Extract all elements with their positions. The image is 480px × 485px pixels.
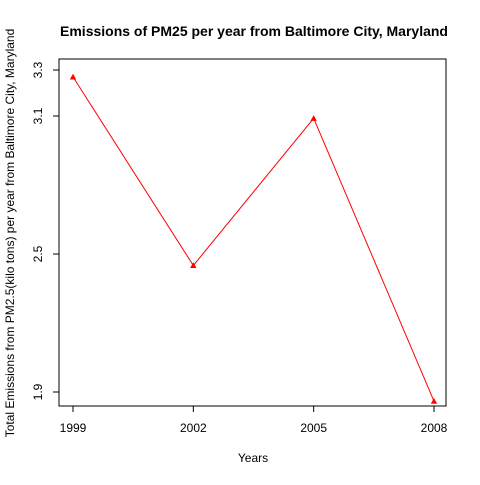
x-axis: 1999 2002 2005 2008 xyxy=(60,406,448,435)
y-tick-label: 3.3 xyxy=(31,61,45,78)
data-point-marker xyxy=(70,74,76,80)
chart-title: Emissions of PM25 per year from Baltimor… xyxy=(60,23,448,39)
y-axis-label: Total Emissions from PM2.5(kilo tons) pe… xyxy=(3,29,17,438)
x-axis-label: Years xyxy=(238,451,268,465)
y-axis: 1.9 2.5 3.1 3.3 xyxy=(31,61,59,400)
plot-frame xyxy=(59,59,446,406)
data-point-marker xyxy=(310,115,316,121)
y-tick-label: 2.5 xyxy=(31,245,45,262)
y-tick-label: 3.1 xyxy=(31,107,45,124)
x-tick-label: 2005 xyxy=(300,421,327,435)
series-line xyxy=(73,77,434,401)
x-tick-label: 2008 xyxy=(421,421,448,435)
x-tick-label: 2002 xyxy=(180,421,207,435)
y-tick-label: 1.9 xyxy=(31,383,45,400)
x-tick-label: 1999 xyxy=(60,421,87,435)
data-point-marker xyxy=(431,398,437,404)
series-group xyxy=(70,74,437,404)
